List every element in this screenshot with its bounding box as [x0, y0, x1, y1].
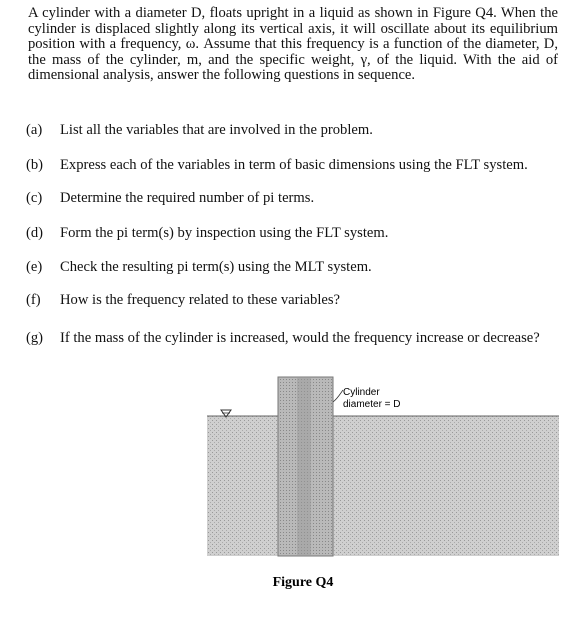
- question-item: (a) List all the variables that are invol…: [26, 122, 373, 139]
- question-item: (c) Determine the required number of pi t…: [26, 190, 314, 207]
- question-item: (e) Check the resulting pi term(s) using …: [26, 259, 372, 276]
- question-intro: A cylinder with a diameter D, floats upr…: [28, 5, 558, 84]
- item-text: Express each of the variables in term of…: [60, 157, 528, 173]
- item-label: (d): [26, 225, 44, 241]
- figure-label: diameter = D: [343, 399, 401, 410]
- item-label: (b): [26, 157, 44, 173]
- figure-label: Cylinder: [343, 387, 380, 398]
- item-label: (c): [26, 190, 43, 206]
- liquid: [207, 416, 559, 556]
- question-item: (g) If the mass of the cylinder is increa…: [26, 330, 540, 347]
- item-text: Check the resulting pi term(s) using the…: [60, 259, 372, 275]
- question-item: (b) Express each of the variables in term…: [26, 157, 528, 174]
- figure: Cylinder diameter = D Figure Q4: [207, 376, 559, 590]
- item-text: Determine the required number of pi term…: [60, 190, 315, 206]
- item-text: Form the pi term(s) by inspection using …: [60, 225, 389, 241]
- item-label: (g): [26, 330, 44, 346]
- item-label: (a): [26, 122, 43, 138]
- figure-caption: Figure Q4: [273, 575, 334, 590]
- item-text: If the mass of the cylinder is increased…: [60, 330, 540, 346]
- item-text: How is the frequency related to these va…: [60, 292, 341, 308]
- question-item: (f) How is the frequency related to these…: [26, 292, 340, 309]
- question-item: (d) Form the pi term(s) by inspection usi…: [26, 225, 388, 242]
- surface-symbol: [220, 409, 232, 418]
- item-label: (e): [26, 259, 43, 275]
- leader-line: [332, 389, 344, 403]
- item-label: (f): [26, 292, 41, 308]
- cylinder-shade: [297, 377, 311, 556]
- item-text: List all the variables that are involved…: [60, 122, 373, 138]
